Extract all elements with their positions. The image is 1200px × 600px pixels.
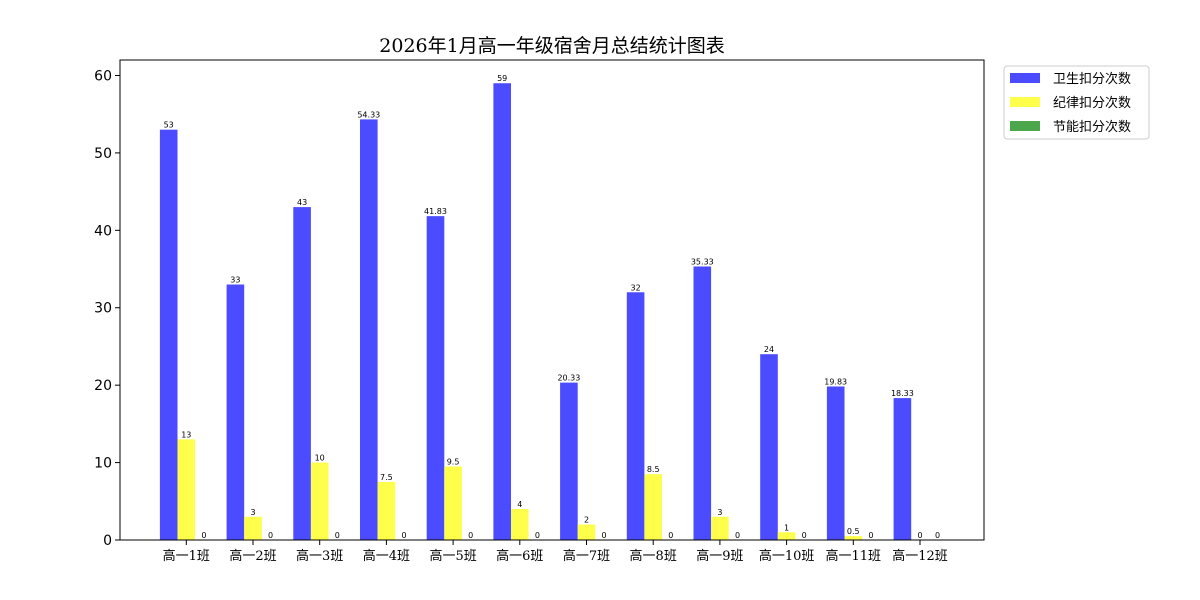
x-tick-label-2: 高一2班 (229, 548, 276, 564)
data-label-1-11: 19.83 (824, 377, 847, 386)
data-label-1-2: 33 (230, 276, 240, 285)
x-tick-label-8: 高一8班 (630, 548, 677, 564)
data-label-2-10: 1 (784, 523, 789, 532)
bar-1-10 (760, 354, 778, 540)
x-tick-label-5: 高一5班 (429, 548, 476, 564)
data-label-3-9: 0 (735, 531, 740, 540)
data-label-2-1: 13 (181, 430, 191, 439)
bar-2-4 (377, 481, 396, 540)
data-label-2-7: 2 (584, 516, 589, 525)
bar-1-6 (493, 83, 511, 540)
y-axis: 0 10 20 30 40 50 60 (94, 68, 120, 549)
plot-frame (119, 59, 985, 541)
data-labels-group: 53334354.3341.835920.333235.332419.8318.… (164, 74, 941, 540)
data-label-1-1: 53 (164, 121, 174, 130)
bar-2-10 (777, 532, 796, 540)
data-label-3-4: 0 (401, 531, 406, 540)
bar-2-1 (177, 439, 196, 540)
x-tick-label-6: 高一6班 (496, 548, 543, 564)
y-tick-label-0: 0 (103, 533, 112, 549)
legend-swatch-3 (1010, 121, 1040, 131)
data-label-2-8: 8.5 (647, 465, 660, 474)
data-label-1-9: 35.33 (691, 257, 714, 266)
data-label-1-3: 43 (297, 198, 307, 207)
data-label-1-10: 24 (764, 345, 774, 354)
data-label-3-7: 0 (602, 531, 607, 540)
x-tick-label-7: 高一7班 (563, 548, 610, 564)
data-label-2-12: 0 (917, 531, 922, 540)
data-label-3-6: 0 (535, 531, 540, 540)
x-tick-label-4: 高一4班 (363, 548, 410, 564)
x-tick-label-11: 高一11班 (826, 548, 882, 564)
bar-1-9 (693, 266, 712, 540)
data-label-2-9: 3 (717, 508, 722, 517)
data-label-2-4: 7.5 (380, 473, 393, 482)
y-tick-label-10: 10 (94, 456, 112, 472)
x-tick-label-9: 高一9班 (696, 548, 743, 564)
bar-1-12 (893, 398, 912, 540)
data-label-1-12: 18.33 (891, 389, 914, 398)
legend-swatch-1 (1010, 73, 1040, 83)
legend-label-2: 纪律扣分次数 (1053, 95, 1131, 111)
data-label-3-11: 0 (868, 531, 873, 540)
y-tick-label-40: 40 (94, 223, 112, 239)
x-axis: 高一1班 高一2班 高一3班 高一4班 高一5班 高一6班 高一7班 高一8班 高一9班 高一10… (163, 540, 948, 564)
data-label-1-6: 59 (497, 74, 507, 83)
legend-box (1003, 65, 1150, 140)
data-label-3-10: 0 (802, 531, 807, 540)
data-label-3-12: 0 (935, 531, 940, 540)
data-label-3-8: 0 (668, 531, 673, 540)
bar-2-8 (644, 474, 662, 540)
bar-1-2 (226, 284, 245, 540)
y-tick-label-30: 30 (94, 301, 112, 317)
data-label-1-8: 32 (631, 283, 641, 292)
bar-2-11 (844, 536, 863, 540)
legend-label-1: 卫生扣分次数 (1053, 71, 1131, 87)
bars-group (159, 83, 912, 540)
data-label-1-7: 20.33 (557, 374, 580, 383)
data-label-2-11: 0.5 (847, 527, 860, 536)
data-label-2-2: 3 (250, 508, 255, 517)
bar-1-5 (426, 216, 445, 540)
bar-2-6 (511, 509, 529, 540)
data-label-3-3: 0 (335, 531, 340, 540)
data-label-2-3: 10 (315, 454, 325, 463)
x-tick-label-1: 高一1班 (163, 548, 210, 564)
bar-2-3 (310, 462, 329, 540)
data-label-1-5: 41.83 (424, 207, 447, 216)
data-label-3-2: 0 (268, 531, 273, 540)
bar-1-1 (159, 129, 178, 540)
bar-1-8 (626, 292, 645, 540)
data-label-2-5: 9.5 (447, 457, 460, 466)
x-tick-label-12: 高一12班 (892, 548, 948, 564)
y-tick-label-20: 20 (94, 378, 112, 394)
data-label-3-1: 0 (201, 531, 206, 540)
x-tick-label-3: 高一3班 (296, 548, 343, 564)
bar-2-9 (711, 516, 729, 540)
legend-swatch-2 (1010, 97, 1040, 107)
data-label-3-5: 0 (468, 531, 473, 540)
data-label-1-4: 54.33 (357, 110, 380, 119)
bar-1-4 (360, 119, 378, 540)
bar-1-11 (826, 386, 845, 540)
data-label-2-6: 4 (517, 500, 522, 509)
bar-2-5 (444, 466, 462, 540)
y-tick-label-50: 50 (94, 146, 112, 162)
bar-2-7 (577, 524, 596, 540)
chart-title: 2026年1月高一年级宿舍月总结统计图表 (379, 35, 724, 57)
bar-2-2 (244, 516, 262, 540)
x-tick-label-10: 高一10班 (759, 548, 815, 564)
legend-label-3: 节能扣分次数 (1053, 119, 1131, 135)
y-tick-label-60: 60 (94, 68, 112, 84)
bar-1-7 (560, 382, 578, 540)
bar-1-3 (293, 207, 311, 540)
